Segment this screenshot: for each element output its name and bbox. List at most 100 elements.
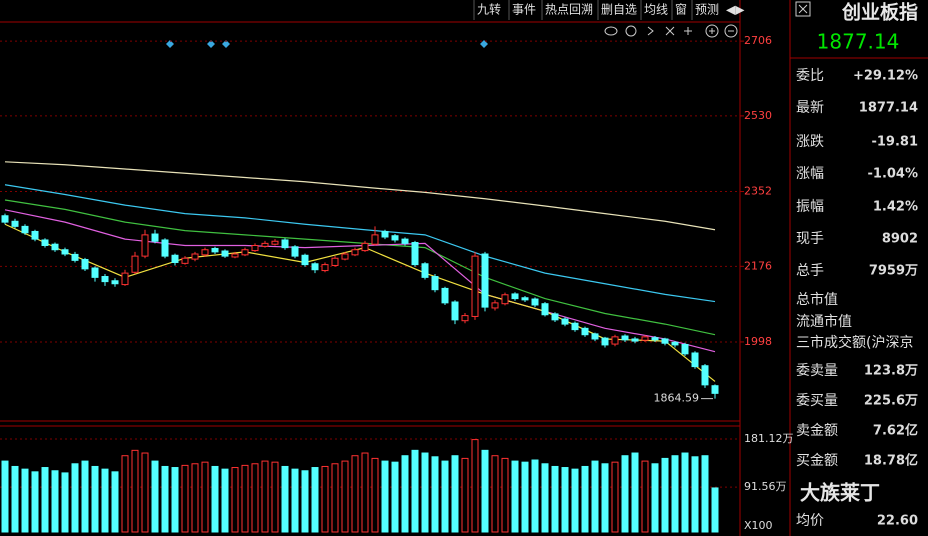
- candle-body: [321, 264, 329, 272]
- row-value: 1.42%: [873, 200, 918, 215]
- volume-bar: [571, 468, 579, 533]
- candle-body: [181, 257, 189, 264]
- row-label: 总手: [796, 263, 824, 279]
- row-value: -19.81: [871, 135, 918, 150]
- volume-bar: [491, 455, 499, 533]
- volume-bar: [541, 463, 549, 533]
- candle-body: [571, 322, 579, 331]
- candle-body: [451, 301, 459, 321]
- close-button[interactable]: [795, 1, 811, 17]
- volume-bar: [111, 471, 119, 533]
- y-tick-label: 2176: [744, 259, 772, 272]
- candle-body: [471, 255, 479, 317]
- candle-body: [701, 365, 709, 386]
- row-value: -1.04%: [868, 167, 919, 182]
- row-label: 现手: [796, 231, 824, 247]
- close-icon: [798, 4, 808, 14]
- volume-bar: [301, 470, 309, 533]
- volume-bar: [391, 461, 399, 533]
- volume-bar: [351, 455, 359, 533]
- candle-body: [1, 215, 9, 223]
- volume-bar: [171, 467, 179, 533]
- toolbar-button[interactable]: 事件: [512, 3, 536, 17]
- ma-line: [4, 223, 716, 382]
- y-tick-label: 91.56万: [744, 480, 787, 493]
- row-value: 7.62亿: [873, 423, 918, 439]
- volume-bar: [441, 460, 449, 533]
- volume-bar: [11, 465, 19, 533]
- volume-bar: [181, 464, 189, 533]
- volume-bar: [91, 465, 99, 533]
- volume-bar: [711, 487, 719, 533]
- toolbar-button[interactable]: 窗: [675, 3, 687, 17]
- ma-line: [4, 184, 716, 303]
- candle-body: [711, 385, 719, 394]
- candle-body: [291, 246, 299, 257]
- volume-bar: [31, 471, 39, 533]
- volume-bar: [591, 460, 599, 533]
- row-label: 买金额: [796, 453, 838, 469]
- volume-bar: [41, 467, 49, 533]
- row-value: 7959万: [869, 264, 918, 279]
- toolbar-button[interactable]: 删自选: [601, 3, 637, 17]
- candle-body: [601, 337, 609, 346]
- candle-body: [241, 249, 249, 256]
- toolbar-button[interactable]: 九转: [477, 2, 501, 17]
- volume-bar: [281, 465, 289, 533]
- candle-body: [491, 302, 499, 309]
- row-label: 涨跌: [796, 134, 824, 150]
- row-value: 8902: [882, 232, 918, 247]
- volume-bar: [61, 472, 69, 533]
- candle-body: [541, 303, 549, 316]
- candle-body: [611, 336, 619, 345]
- candle-body: [461, 315, 469, 322]
- candle-body: [71, 253, 79, 261]
- volume-unit: X100: [744, 519, 773, 532]
- candle-body: [161, 239, 169, 257]
- candle-body: [331, 257, 339, 266]
- volume-bar: [631, 452, 639, 533]
- toolbar-arrow[interactable]: ◀▶: [726, 3, 745, 17]
- candle-body: [441, 287, 449, 304]
- toolbar-button[interactable]: 均线: [644, 3, 668, 17]
- volume-bar: [531, 459, 539, 533]
- candle-body: [511, 293, 519, 300]
- candle-body: [561, 318, 569, 325]
- volume-bar: [121, 455, 129, 533]
- chart-icons[interactable]: [604, 24, 738, 38]
- candle-body: [301, 254, 309, 266]
- volume-bar: [221, 468, 229, 533]
- candle-body: [21, 225, 29, 234]
- candle-body: [81, 259, 89, 270]
- row-value: +29.12%: [853, 69, 918, 84]
- candle-body: [91, 267, 99, 278]
- toolbar-button[interactable]: 预测: [695, 3, 719, 17]
- candle-body: [31, 230, 39, 240]
- volume-bar: [431, 456, 439, 533]
- volume-bar: [671, 455, 679, 533]
- volume-bar: [81, 460, 89, 533]
- side-title: 创业板指: [841, 1, 918, 24]
- row-label: 委买量: [796, 393, 838, 409]
- volume-bar: [141, 452, 149, 533]
- candle-body: [281, 239, 289, 249]
- candle-body: [201, 249, 209, 256]
- row-value: 18.78亿: [864, 453, 918, 469]
- row-label: 委卖量: [796, 363, 838, 379]
- volume-bar: [361, 452, 369, 533]
- toolbar-button[interactable]: 热点回溯: [545, 2, 593, 17]
- volume-bar: [131, 449, 139, 533]
- candle-body: [51, 243, 59, 251]
- volume-bar: [371, 457, 379, 533]
- candle-body: [351, 249, 359, 256]
- volume-bar: [561, 467, 569, 533]
- row-label: 振幅: [796, 199, 824, 215]
- volume-bar: [661, 457, 669, 533]
- volume-bar: [381, 460, 389, 533]
- candle-body: [191, 253, 199, 260]
- volume-bar: [321, 465, 329, 533]
- volume-bar: [71, 463, 79, 533]
- candle-body: [41, 239, 49, 246]
- volume-bar: [101, 468, 109, 533]
